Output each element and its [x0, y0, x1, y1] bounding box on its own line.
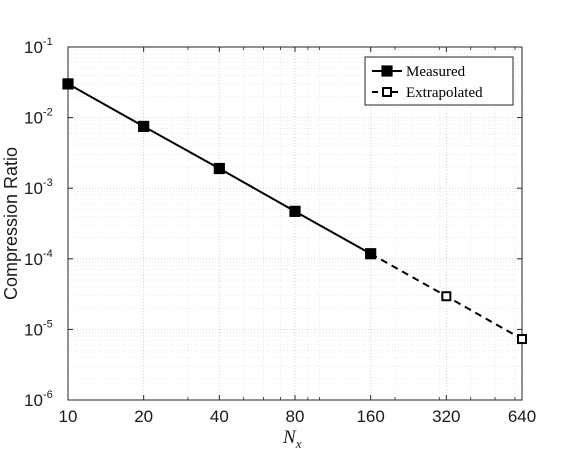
- x-axis-label-subscript: x: [295, 436, 302, 451]
- measured-point: [289, 205, 301, 217]
- y-tick-label-exponent: -1: [43, 36, 53, 48]
- x-tick-label: 40: [210, 407, 229, 426]
- y-tick-label-exponent: -5: [43, 318, 53, 330]
- y-tick-label-base: 10: [24, 179, 43, 198]
- y-tick-label-base: 10: [24, 391, 43, 410]
- y-axis-label: Compression Ratio: [1, 147, 21, 300]
- legend-box: [364, 56, 514, 106]
- extrapolated-point: [517, 334, 527, 345]
- measured-point: [365, 248, 377, 260]
- legend: Measured Extrapolated: [364, 56, 514, 106]
- x-tick-label: 320: [432, 407, 460, 426]
- y-tick-label: 10-4: [24, 248, 53, 269]
- x-axis-label-base: N: [282, 427, 297, 448]
- y-tick-label: 10-5: [24, 318, 53, 339]
- x-tick-label: 20: [134, 407, 153, 426]
- x-tick-label: 80: [286, 407, 305, 426]
- y-tick-label-exponent: -2: [43, 107, 53, 119]
- y-tick-label-base: 10: [24, 320, 43, 339]
- legend-extrapolated-marker: [382, 87, 392, 97]
- y-tick-label-base: 10: [24, 250, 43, 269]
- y-tick-label: 10-6: [24, 389, 53, 410]
- y-tick-label: 10-1: [24, 36, 53, 57]
- extrapolated-point: [441, 291, 452, 302]
- legend-extrapolated-label: Extrapolated: [406, 85, 483, 101]
- tick-labels: 10-610-510-410-310-210-110 20 40 80 160 320 64…: [24, 36, 536, 426]
- y-tick-label-exponent: -6: [43, 389, 53, 401]
- x-axis-label: Nx: [282, 427, 302, 451]
- y-tick-label: 10-2: [24, 107, 53, 128]
- x-tick-label: 10: [59, 407, 78, 426]
- y-tick-label-base: 10: [24, 38, 43, 57]
- y-tick-label-base: 10: [24, 109, 43, 128]
- axis-ticks: [67, 46, 523, 401]
- measured-point: [138, 120, 150, 133]
- grid: [67, 46, 523, 401]
- measured-point: [62, 78, 74, 90]
- y-tick-label: 10-3: [24, 177, 53, 198]
- legend-measured-marker: [381, 65, 393, 77]
- y-tick-label-exponent: -3: [43, 177, 53, 189]
- x-tick-label: 640: [508, 407, 536, 426]
- y-tick-label-exponent: -4: [43, 248, 53, 260]
- measured-point: [213, 162, 225, 175]
- series-layer: [62, 78, 527, 345]
- legend-measured-label: Measured: [406, 64, 466, 80]
- x-tick-label: 160: [356, 407, 384, 426]
